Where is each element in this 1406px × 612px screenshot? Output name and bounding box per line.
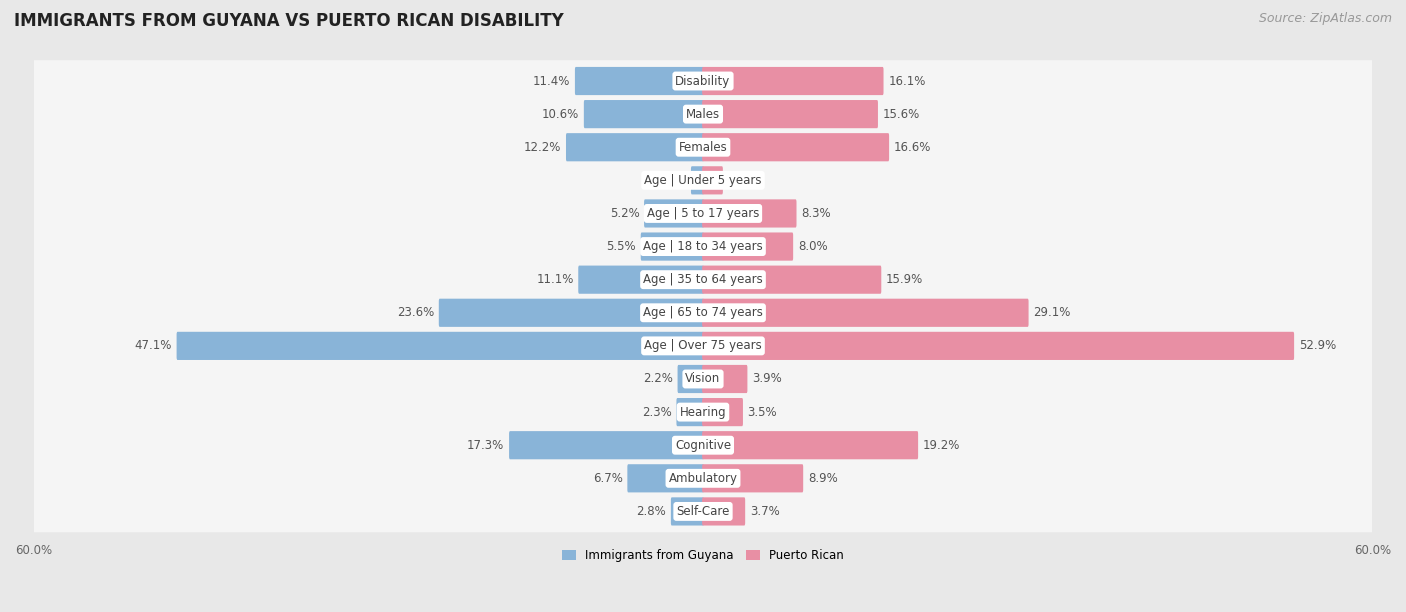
FancyBboxPatch shape bbox=[177, 332, 704, 360]
FancyBboxPatch shape bbox=[702, 200, 796, 228]
FancyBboxPatch shape bbox=[32, 60, 1374, 102]
Text: 3.5%: 3.5% bbox=[748, 406, 778, 419]
FancyBboxPatch shape bbox=[32, 424, 1374, 466]
Legend: Immigrants from Guyana, Puerto Rican: Immigrants from Guyana, Puerto Rican bbox=[557, 545, 849, 567]
FancyBboxPatch shape bbox=[32, 358, 1374, 400]
Text: 3.7%: 3.7% bbox=[749, 505, 779, 518]
FancyBboxPatch shape bbox=[702, 166, 723, 195]
FancyBboxPatch shape bbox=[32, 193, 1374, 234]
FancyBboxPatch shape bbox=[678, 365, 704, 393]
FancyBboxPatch shape bbox=[702, 465, 803, 493]
Text: Source: ZipAtlas.com: Source: ZipAtlas.com bbox=[1258, 12, 1392, 25]
FancyBboxPatch shape bbox=[32, 126, 1374, 168]
FancyBboxPatch shape bbox=[702, 266, 882, 294]
Text: Age | Under 5 years: Age | Under 5 years bbox=[644, 174, 762, 187]
FancyBboxPatch shape bbox=[32, 292, 1374, 334]
FancyBboxPatch shape bbox=[702, 133, 889, 162]
Text: 8.3%: 8.3% bbox=[801, 207, 831, 220]
Text: Cognitive: Cognitive bbox=[675, 439, 731, 452]
FancyBboxPatch shape bbox=[567, 133, 704, 162]
Text: 8.9%: 8.9% bbox=[808, 472, 838, 485]
Text: 2.2%: 2.2% bbox=[643, 373, 673, 386]
Text: 11.4%: 11.4% bbox=[533, 75, 571, 88]
Text: Females: Females bbox=[679, 141, 727, 154]
Text: Males: Males bbox=[686, 108, 720, 121]
FancyBboxPatch shape bbox=[32, 457, 1374, 499]
Text: 52.9%: 52.9% bbox=[1299, 340, 1336, 353]
Text: 2.8%: 2.8% bbox=[637, 505, 666, 518]
Text: 15.6%: 15.6% bbox=[883, 108, 920, 121]
Text: 15.9%: 15.9% bbox=[886, 273, 924, 286]
Text: 11.1%: 11.1% bbox=[536, 273, 574, 286]
Text: 17.3%: 17.3% bbox=[467, 439, 505, 452]
Text: 19.2%: 19.2% bbox=[922, 439, 960, 452]
FancyBboxPatch shape bbox=[32, 259, 1374, 300]
Text: 6.7%: 6.7% bbox=[593, 472, 623, 485]
FancyBboxPatch shape bbox=[702, 398, 742, 426]
Text: 10.6%: 10.6% bbox=[541, 108, 579, 121]
FancyBboxPatch shape bbox=[671, 498, 704, 526]
Text: 5.2%: 5.2% bbox=[610, 207, 640, 220]
Text: 16.1%: 16.1% bbox=[889, 75, 925, 88]
FancyBboxPatch shape bbox=[702, 67, 883, 95]
FancyBboxPatch shape bbox=[702, 498, 745, 526]
FancyBboxPatch shape bbox=[32, 491, 1374, 532]
Text: Ambulatory: Ambulatory bbox=[668, 472, 738, 485]
Text: Age | Over 75 years: Age | Over 75 years bbox=[644, 340, 762, 353]
FancyBboxPatch shape bbox=[676, 398, 704, 426]
Text: 23.6%: 23.6% bbox=[396, 306, 434, 319]
FancyBboxPatch shape bbox=[32, 391, 1374, 433]
FancyBboxPatch shape bbox=[644, 200, 704, 228]
FancyBboxPatch shape bbox=[32, 325, 1374, 367]
Text: 5.5%: 5.5% bbox=[606, 240, 636, 253]
Text: 29.1%: 29.1% bbox=[1033, 306, 1070, 319]
FancyBboxPatch shape bbox=[702, 365, 748, 393]
FancyBboxPatch shape bbox=[702, 332, 1294, 360]
FancyBboxPatch shape bbox=[575, 67, 704, 95]
FancyBboxPatch shape bbox=[509, 431, 704, 459]
Text: Vision: Vision bbox=[685, 373, 721, 386]
FancyBboxPatch shape bbox=[32, 160, 1374, 201]
Text: 3.9%: 3.9% bbox=[752, 373, 782, 386]
FancyBboxPatch shape bbox=[627, 465, 704, 493]
Text: Age | 5 to 17 years: Age | 5 to 17 years bbox=[647, 207, 759, 220]
Text: 2.3%: 2.3% bbox=[643, 406, 672, 419]
FancyBboxPatch shape bbox=[32, 226, 1374, 267]
Text: Disability: Disability bbox=[675, 75, 731, 88]
FancyBboxPatch shape bbox=[690, 166, 704, 195]
FancyBboxPatch shape bbox=[702, 100, 877, 129]
Text: 1.7%: 1.7% bbox=[727, 174, 758, 187]
FancyBboxPatch shape bbox=[702, 233, 793, 261]
Text: 47.1%: 47.1% bbox=[135, 340, 172, 353]
FancyBboxPatch shape bbox=[578, 266, 704, 294]
Text: Age | 18 to 34 years: Age | 18 to 34 years bbox=[643, 240, 763, 253]
Text: Self-Care: Self-Care bbox=[676, 505, 730, 518]
FancyBboxPatch shape bbox=[702, 431, 918, 459]
FancyBboxPatch shape bbox=[702, 299, 1029, 327]
Text: 16.6%: 16.6% bbox=[894, 141, 931, 154]
Text: 1.0%: 1.0% bbox=[657, 174, 686, 187]
FancyBboxPatch shape bbox=[583, 100, 704, 129]
Text: IMMIGRANTS FROM GUYANA VS PUERTO RICAN DISABILITY: IMMIGRANTS FROM GUYANA VS PUERTO RICAN D… bbox=[14, 12, 564, 30]
Text: 8.0%: 8.0% bbox=[797, 240, 828, 253]
Text: Age | 35 to 64 years: Age | 35 to 64 years bbox=[643, 273, 763, 286]
FancyBboxPatch shape bbox=[641, 233, 704, 261]
Text: Hearing: Hearing bbox=[679, 406, 727, 419]
Text: 12.2%: 12.2% bbox=[524, 141, 561, 154]
FancyBboxPatch shape bbox=[439, 299, 704, 327]
Text: Age | 65 to 74 years: Age | 65 to 74 years bbox=[643, 306, 763, 319]
FancyBboxPatch shape bbox=[32, 93, 1374, 135]
